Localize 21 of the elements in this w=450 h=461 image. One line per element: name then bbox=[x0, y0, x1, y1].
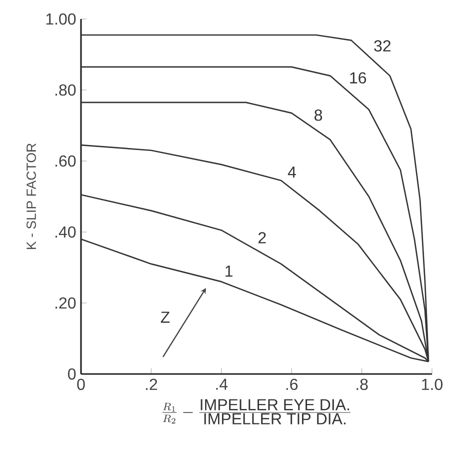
annotation: 1 bbox=[226, 266, 232, 277]
x-tick-label: .8 bbox=[356, 378, 368, 390]
annotation: 16 bbox=[350, 72, 366, 84]
x-tick-label: .6 bbox=[286, 378, 298, 390]
y-tick-label: .40 bbox=[56, 226, 76, 238]
y-tick-label: 1.00 bbox=[46, 13, 76, 25]
y-tick-label: 0 bbox=[68, 368, 76, 380]
y-axis-title: K - SLIP FACTOR bbox=[26, 144, 36, 250]
annotation: 2 bbox=[258, 232, 266, 244]
y-tick-label: .60 bbox=[56, 155, 76, 167]
y-tick-label: .20 bbox=[56, 297, 76, 309]
annotation: 8 bbox=[314, 109, 322, 121]
annotation: Z bbox=[160, 312, 170, 323]
x-tick-label: 0 bbox=[77, 378, 85, 390]
x-tick-label: 1.0 bbox=[422, 378, 442, 390]
x-tick-label: .4 bbox=[216, 378, 228, 390]
y-tick-label: .80 bbox=[56, 84, 76, 96]
x-tick-label: .2 bbox=[146, 378, 158, 390]
x-axis-title: $\frac{R_1}{R_2} - \frac{\mbox{IMPELLER EYE DIA.}}{\mbox{IMPELLER TIP DIA.}}$ bbox=[162, 399, 350, 424]
annotation: 32 bbox=[374, 40, 391, 52]
annotation: 4 bbox=[288, 166, 296, 178]
